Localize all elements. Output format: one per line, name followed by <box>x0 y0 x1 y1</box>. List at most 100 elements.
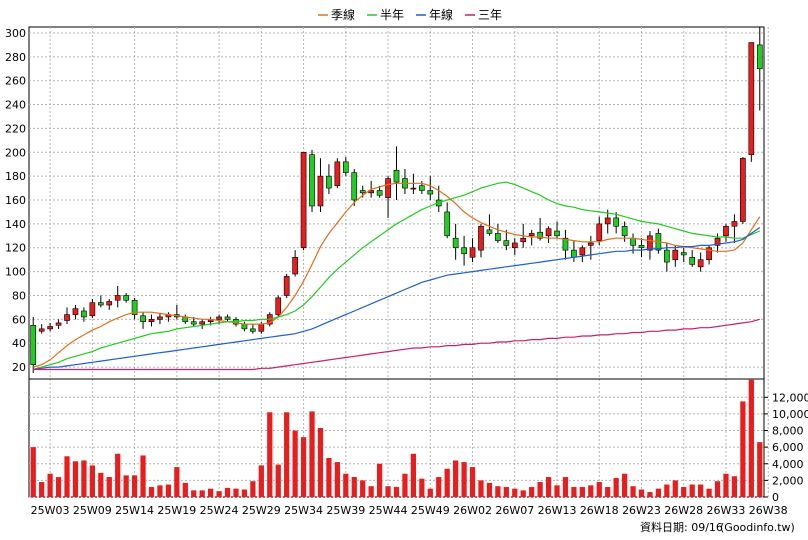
candle-body-75 <box>664 249 670 263</box>
volume-bar-68 <box>605 487 611 497</box>
candle-body-3 <box>55 322 62 326</box>
candle-body-11 <box>123 295 129 301</box>
candle-body-81 <box>714 237 721 246</box>
candle-body-64 <box>571 249 577 258</box>
volume-bar-82 <box>723 473 729 497</box>
candle-body-47 <box>427 190 434 195</box>
price-tick-label-0: 20 <box>12 361 26 374</box>
candle-body-60 <box>537 231 543 239</box>
candle-body-25 <box>241 323 248 330</box>
moving-average-lines <box>33 181 761 371</box>
candle-body-50 <box>452 237 459 249</box>
x-tick-label-7: 25W39 <box>326 504 365 517</box>
candle-body-69 <box>613 217 619 227</box>
candle-body-68 <box>604 217 611 225</box>
candle-body-13 <box>140 315 146 323</box>
price-tick-label-9: 200 <box>5 146 26 159</box>
candle-body-61 <box>545 228 552 237</box>
volume-frame <box>28 378 765 498</box>
legend-label-1: 半年 <box>380 8 404 22</box>
candle-body-6 <box>81 310 87 318</box>
candle-body-78 <box>689 256 696 265</box>
candle-body-36 <box>334 161 341 186</box>
candle-body-42 <box>385 178 391 198</box>
volume-bar-24 <box>233 488 239 497</box>
volume-bar-41 <box>376 463 383 497</box>
volume-bar-32 <box>300 437 307 497</box>
candle-body-85 <box>748 42 755 155</box>
volume-bar-69 <box>613 477 619 497</box>
volume-bar-28 <box>267 412 273 497</box>
volume-bar-71 <box>630 486 636 497</box>
candle-body-45 <box>410 187 417 190</box>
volume-bar-3 <box>55 477 62 497</box>
candle-body-41 <box>376 190 383 196</box>
candle-body-62 <box>554 230 560 237</box>
candle-body-22 <box>216 316 222 320</box>
candle-body-43 <box>393 169 400 183</box>
volume-bar-70 <box>621 473 628 497</box>
volume-bar-47 <box>427 488 433 497</box>
volume-bar-16 <box>165 484 172 497</box>
candle-body-80 <box>706 247 712 260</box>
volume-tick-label-2: 4,000 <box>772 458 804 471</box>
candle-body-9 <box>106 301 113 306</box>
volume-bar-2 <box>47 473 53 497</box>
volume-bar-61 <box>545 477 552 497</box>
volume-bar-19 <box>191 490 197 497</box>
candle-body-71 <box>630 237 636 246</box>
volume-bar-48 <box>436 477 442 497</box>
volume-bar-84 <box>740 401 746 497</box>
x-tick-label-1: 25W09 <box>73 504 112 517</box>
candle-body-1 <box>38 328 45 332</box>
volume-bar-75 <box>664 484 670 497</box>
candle-body-26 <box>250 328 256 332</box>
candle-body-34 <box>317 175 324 207</box>
x-tick-label-2: 25W14 <box>115 504 154 517</box>
volume-bar-80 <box>706 488 712 497</box>
volume-bar-39 <box>360 480 366 497</box>
candle-body-35 <box>326 175 332 189</box>
volume-bar-65 <box>579 487 585 497</box>
volume-tick-label-3: 6,000 <box>772 441 804 454</box>
candle-body-12 <box>131 299 138 315</box>
volume-bar-56 <box>503 487 509 497</box>
source-label: (Goodinfo.tw) <box>720 521 795 534</box>
candle-body-82 <box>723 225 729 237</box>
volume-bar-45 <box>410 453 417 497</box>
volume-bar-1 <box>39 482 45 497</box>
volume-bar-81 <box>714 481 721 497</box>
volume-bar-18 <box>182 482 188 497</box>
price-tick-label-13: 280 <box>5 51 26 64</box>
candle-body-10 <box>114 295 121 301</box>
candle-body-70 <box>621 225 628 237</box>
candle-body-67 <box>596 223 603 241</box>
volume-bar-37 <box>343 473 349 497</box>
volume-bar-30 <box>284 412 290 497</box>
volume-bar-85 <box>748 379 754 497</box>
footer: 資料日期: 09/16 (Goodinfo.tw) <box>640 520 795 534</box>
volume-bar-27 <box>258 465 264 497</box>
volume-bar-49 <box>444 468 450 497</box>
candle-body-65 <box>579 247 586 256</box>
volume-bar-13 <box>140 455 146 497</box>
volume-bar-51 <box>461 462 467 497</box>
ma-line-3 <box>33 318 760 371</box>
volume-bar-12 <box>131 475 138 497</box>
volume-bar-15 <box>157 485 163 497</box>
volume-bar-0 <box>30 447 36 497</box>
candle-body-53 <box>478 225 484 251</box>
volume-tick-label-1: 2,000 <box>772 474 804 487</box>
volume-bar-23 <box>224 487 231 497</box>
candle-body-7 <box>89 302 96 317</box>
x-tick-label-5: 25W29 <box>242 504 281 517</box>
volume-bar-4 <box>64 456 70 497</box>
candle-body-77 <box>680 252 687 256</box>
candle-body-19 <box>190 321 197 325</box>
candle-body-72 <box>638 245 645 249</box>
volume-bar-43 <box>393 487 400 497</box>
candle-body-54 <box>486 229 493 234</box>
candle-body-55 <box>495 233 501 241</box>
volume-bar-50 <box>453 460 459 497</box>
volume-bar-42 <box>385 486 391 497</box>
